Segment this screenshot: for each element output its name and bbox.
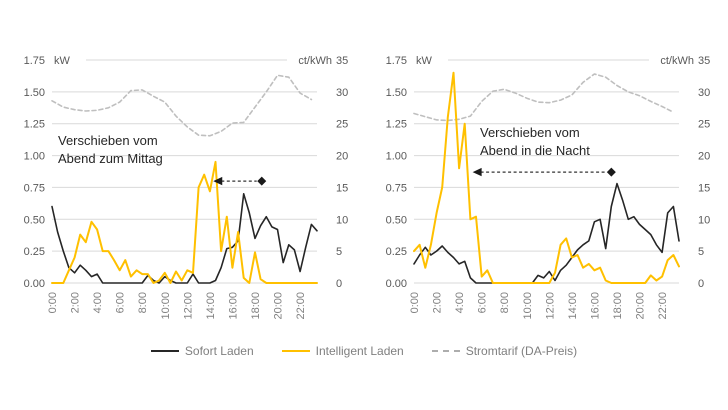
shift-arrow-diamond <box>606 167 616 177</box>
legend: Sofort Laden Intelligent Laden Stromtari… <box>0 344 728 358</box>
y-axis-labels-right: 35 30 25 20 15 10 5 0 ct/kWh <box>660 55 710 290</box>
x-axis-tick: 6:00 <box>115 292 127 313</box>
y-axis-tick-right: 20 <box>698 151 710 163</box>
y-axis-tick-left: 0.25 <box>386 246 407 258</box>
series-sofort-laden <box>51 193 318 284</box>
x-axis-tick: 4:00 <box>454 292 466 313</box>
x-axis-tick: 2:00 <box>70 292 82 313</box>
legend-label-stromtarif: Stromtarif (DA-Preis) <box>465 344 578 358</box>
series-stromtarif-da-preis- <box>51 74 313 137</box>
chart-right-annotation: Verschieben vom Abend in die Nacht <box>480 125 590 158</box>
x-axis-tick: 20:00 <box>635 292 647 320</box>
shift-arrow-diamond <box>257 176 267 186</box>
x-axis-tick: 14:00 <box>205 292 217 320</box>
x-axis-tick: 16:00 <box>589 292 601 320</box>
x-axis-tick: 10:00 <box>522 292 534 320</box>
x-axis-tick: 2:00 <box>432 292 444 313</box>
y-axis-tick-right: 15 <box>336 182 348 194</box>
chart-right: 1.75 1.50 1.25 1.00 0.75 0.50 0.25 0.00 kW 35 30 25… <box>364 40 728 340</box>
y-axis-tick-left: 1.75 <box>24 55 45 67</box>
x-axis-tick: 22:00 <box>295 292 307 320</box>
shift-arrow-head <box>472 167 482 177</box>
x-axis-tick: 6:00 <box>477 292 489 313</box>
y-axis-tick-left: 0.00 <box>24 278 45 290</box>
stromtarif-line-swatch <box>431 350 460 352</box>
series-sofort-laden <box>413 182 680 284</box>
chart-left-annotation: Verschieben vom Abend zum Mittag <box>58 133 163 166</box>
x-axis-tick: 8:00 <box>137 292 149 313</box>
y-axis-tick-right: 30 <box>698 87 710 99</box>
y-axis-tick-right: 5 <box>698 246 704 258</box>
y-axis-tick-left: 0.75 <box>386 182 407 194</box>
y-axis-unit-right: ct/kWh <box>298 55 332 67</box>
y-axis-tick-left: 0.50 <box>386 214 407 226</box>
y-axis-tick-left: 1.25 <box>386 119 407 131</box>
x-axis-tick: 20:00 <box>273 292 285 320</box>
y-axis-tick-right: 30 <box>336 87 348 99</box>
y-axis-tick-right: 35 <box>698 55 710 67</box>
y-axis-tick-right: 20 <box>336 151 348 163</box>
x-axis-tick: 12:00 <box>544 292 556 320</box>
y-axis-labels-left: 1.75 1.50 1.25 1.00 0.75 0.50 0.25 0.00 kW <box>386 55 433 290</box>
y-axis-tick-left: 0.50 <box>24 214 45 226</box>
x-axis-tick: 4:00 <box>92 292 104 313</box>
y-axis-tick-left: 1.50 <box>24 87 45 99</box>
y-axis-tick-left: 0.00 <box>386 278 407 290</box>
y-axis-tick-left: 1.00 <box>386 151 407 163</box>
y-axis-tick-right: 0 <box>698 278 704 290</box>
x-axis-tick: 0:00 <box>47 292 59 313</box>
y-axis-tick-right: 35 <box>336 55 348 67</box>
y-axis-labels-left: 1.75 1.50 1.25 1.00 0.75 0.50 0.25 0.00 kW <box>24 55 71 290</box>
y-axis-tick-right: 10 <box>336 214 348 226</box>
x-axis-tick: 22:00 <box>657 292 669 320</box>
series-intelligent-laden <box>413 71 680 284</box>
y-axis-tick-left: 0.25 <box>24 246 45 258</box>
chart-left: 1.75 1.50 1.25 1.00 0.75 0.50 0.25 0.00 kW 35 30 25… <box>2 40 366 340</box>
y-axis-unit-right: ct/kWh <box>660 55 694 67</box>
legend-item-intelligent-laden: Intelligent Laden <box>281 344 404 358</box>
x-axis-labels: 0:00 2:00 4:00 6:00 8:00 10:00 12:00 14:00 16:00… <box>47 292 307 320</box>
legend-item-sofort-laden: Sofort Laden <box>150 344 254 358</box>
y-axis-labels-right: 35 30 25 20 15 10 5 0 ct/kWh <box>298 55 348 290</box>
x-axis-tick: 8:00 <box>499 292 511 313</box>
chart-right-canvas: 1.75 1.50 1.25 1.00 0.75 0.50 0.25 0.00 kW 35 30 25… <box>386 55 711 320</box>
x-axis-tick: 18:00 <box>250 292 262 320</box>
y-axis-tick-left: 1.25 <box>24 119 45 131</box>
shift-arrow-head <box>213 176 223 186</box>
legend-label-intelligent-laden: Intelligent Laden <box>315 344 404 358</box>
x-axis-labels: 0:00 2:00 4:00 6:00 8:00 10:00 12:00 14:00 16:00… <box>409 292 669 320</box>
y-axis-tick-left: 0.75 <box>24 182 45 194</box>
y-axis-tick-right: 15 <box>698 182 710 194</box>
x-axis-tick: 16:00 <box>227 292 239 320</box>
y-axis-tick-right: 25 <box>336 119 348 131</box>
shift-arrow <box>213 176 267 186</box>
sofort-laden-line-swatch <box>150 350 179 352</box>
x-axis-tick: 0:00 <box>409 292 421 313</box>
y-gridlines <box>52 59 317 284</box>
intelligent-laden-line-swatch <box>281 350 310 352</box>
shift-arrow <box>472 167 616 177</box>
x-axis-tick: 14:00 <box>567 292 579 320</box>
legend-label-sofort-laden: Sofort Laden <box>184 344 254 358</box>
x-axis-tick: 12:00 <box>182 292 194 320</box>
y-axis-tick-left: 1.50 <box>386 87 407 99</box>
y-axis-tick-right: 0 <box>336 278 342 290</box>
y-axis-tick-right: 10 <box>698 214 710 226</box>
chart-left-canvas: 1.75 1.50 1.25 1.00 0.75 0.50 0.25 0.00 kW 35 30 25… <box>24 55 349 320</box>
legend-item-stromtarif: Stromtarif (DA-Preis) <box>431 344 578 358</box>
y-axis-tick-right: 25 <box>698 119 710 131</box>
y-axis-tick-left: 1.00 <box>24 151 45 163</box>
y-axis-tick-right: 5 <box>336 246 342 258</box>
series-intelligent-laden <box>51 160 318 284</box>
y-axis-unit-left: kW <box>416 55 433 67</box>
x-axis-tick: 10:00 <box>160 292 172 320</box>
x-axis-tick: 18:00 <box>612 292 624 320</box>
y-axis-tick-left: 1.75 <box>386 55 407 67</box>
y-axis-unit-left: kW <box>54 55 71 67</box>
